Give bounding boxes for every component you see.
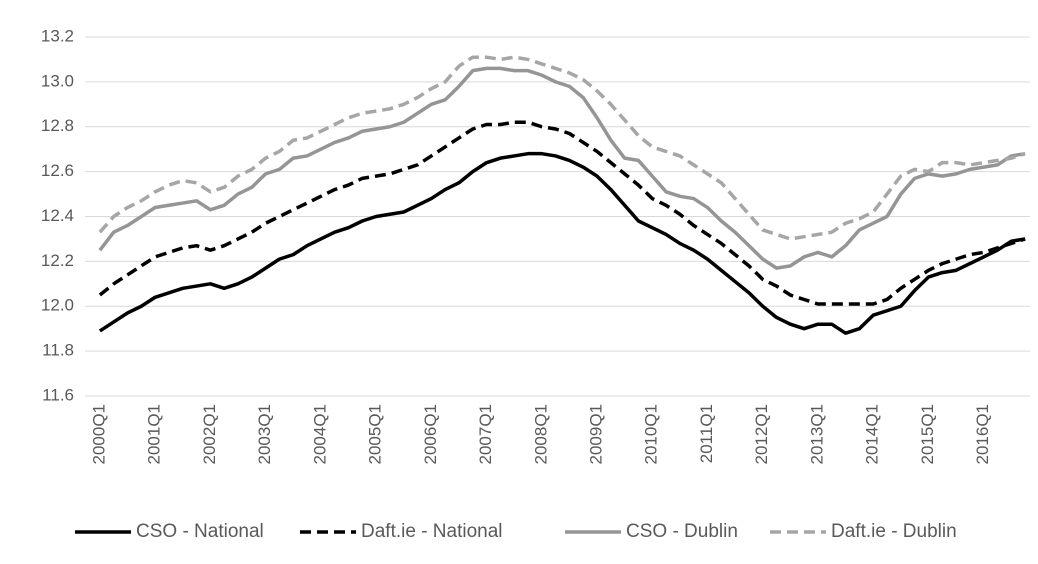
legend-label: Daft.ie - Dublin [831,521,957,542]
x-tick-label: 2015Q1 [918,404,937,465]
x-tick-label: 2014Q1 [863,404,882,465]
y-tick-label: 11.8 [42,341,74,360]
x-tick-label: 2002Q1 [200,404,219,465]
x-tick-label: 2005Q1 [366,404,385,465]
x-tick-label: 2007Q1 [476,404,495,465]
x-tick-label: 2013Q1 [807,404,826,465]
x-tick-label: 2010Q1 [642,404,661,465]
x-tick-label: 2016Q1 [973,404,992,465]
legend-label: CSO - National [136,521,264,542]
y-tick-label: 13.2 [41,26,74,45]
x-tick-label: 2003Q1 [255,404,274,465]
legend-label: Daft.ie - National [361,521,503,542]
x-tick-label: 2012Q1 [752,404,771,465]
x-tick-label: 2008Q1 [531,404,550,465]
y-tick-label: 12.4 [41,206,74,225]
x-tick-label: 2004Q1 [310,404,329,465]
x-tick-label: 2006Q1 [421,404,440,465]
x-tick-label: 2000Q1 [89,404,108,465]
x-tick-label: 2001Q1 [145,404,164,465]
line-series [98,55,1026,241]
y-tick-label: 12.2 [41,251,74,270]
y-tick-label: 11.6 [42,385,74,404]
y-tick-label: 12.0 [41,296,74,315]
y-tick-label: 12.8 [41,116,74,135]
line-series [98,120,1026,306]
legend-label: CSO - Dublin [626,521,738,542]
x-tick-label: 2011Q1 [697,404,716,463]
line-series [98,151,1026,335]
y-tick-label: 13.0 [41,71,74,90]
line-series [98,66,1026,270]
x-tick-label: 2009Q1 [587,404,606,465]
y-tick-label: 12.6 [41,161,74,180]
